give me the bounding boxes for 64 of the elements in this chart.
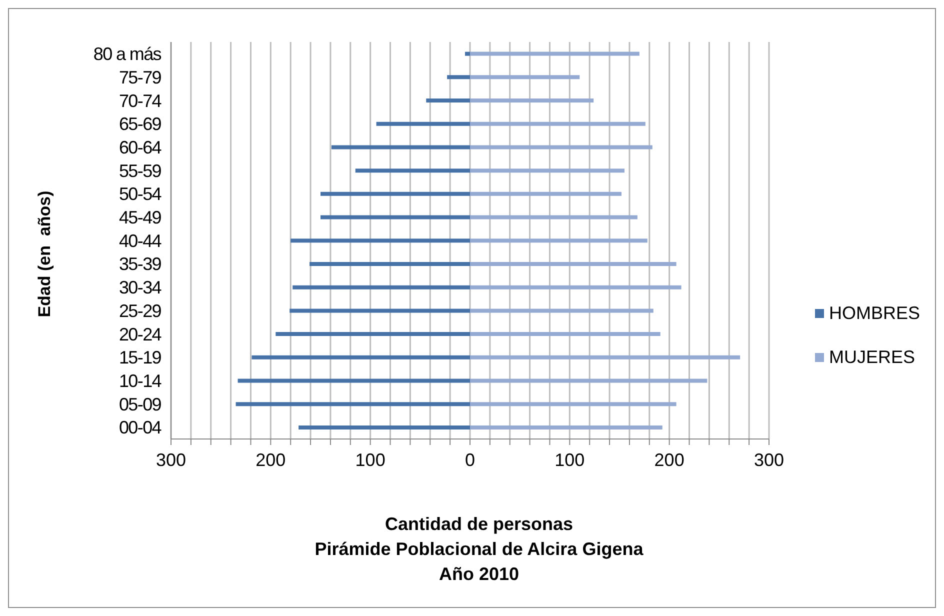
bar: [470, 285, 682, 290]
bar: [470, 168, 624, 173]
x-tick-label: 100: [554, 450, 585, 470]
y-axis-title: Edad (en años): [35, 190, 55, 318]
bar: [376, 122, 470, 126]
bar: [310, 262, 470, 266]
y-tick-label: 80 a más: [93, 44, 162, 64]
bar: [470, 308, 654, 313]
bar: [470, 402, 676, 406]
bar: [470, 145, 652, 150]
legend-label: HOMBRES: [829, 302, 920, 325]
bar: [290, 238, 470, 243]
bar: [470, 122, 646, 126]
y-tick-label: 70-74: [118, 90, 162, 111]
x-tick-label: 300: [754, 450, 784, 470]
bar: [426, 98, 470, 103]
x-tick-label: 300: [156, 450, 186, 470]
bar: [470, 332, 660, 336]
y-tick-label: 05-09: [118, 394, 162, 414]
bar: [470, 355, 740, 360]
y-tick-label: 45-49: [118, 208, 162, 228]
y-tick-label: 20-24: [118, 324, 162, 344]
y-tick-label: 15-19: [118, 348, 162, 368]
bar: [470, 262, 676, 266]
bar: [238, 378, 470, 383]
bar: [290, 308, 470, 313]
bar: [292, 285, 470, 290]
bar: [470, 192, 622, 196]
x-tick-label: 0: [464, 450, 476, 470]
bar: [298, 425, 470, 430]
x-axis-title: Cantidad de personas: [384, 513, 574, 536]
bar: [355, 168, 470, 173]
y-tick-label: 30-34: [118, 278, 162, 298]
legend-label: MUJERES: [829, 346, 916, 369]
bar: [470, 75, 580, 80]
bar: [470, 52, 640, 56]
bar: [470, 425, 662, 430]
y-tick-label: 55-59: [118, 160, 162, 181]
text: Año 2010: [438, 563, 520, 586]
y-tick-label: 10-14: [118, 371, 162, 392]
bar: [470, 378, 708, 383]
y-tick-label: 75-79: [118, 67, 162, 88]
bar: [252, 355, 470, 360]
bar: [470, 215, 638, 220]
bar: [470, 238, 648, 243]
y-tick-label: 50-54: [118, 184, 162, 204]
x-tick-label: 200: [256, 450, 286, 470]
y-tick-label: 40-44: [118, 230, 162, 251]
bar: [331, 145, 470, 150]
x-tick-label: 100: [355, 450, 386, 470]
bar: [320, 215, 470, 220]
y-tick-label: 00-04: [118, 418, 162, 438]
bar: [276, 332, 470, 336]
bar: [236, 402, 470, 406]
bar: [320, 192, 470, 196]
x-tick-label: 200: [654, 450, 684, 470]
bar: [470, 98, 594, 103]
y-tick-label: 25-29: [118, 300, 162, 321]
bar: [447, 75, 470, 80]
y-tick-label: 60-64: [118, 137, 162, 158]
y-tick-label: 65-69: [118, 114, 162, 134]
y-tick-label: 35-39: [118, 254, 162, 274]
bar: [465, 52, 470, 56]
text: Pirámide Poblacional de Alcira Gigena: [314, 538, 644, 561]
